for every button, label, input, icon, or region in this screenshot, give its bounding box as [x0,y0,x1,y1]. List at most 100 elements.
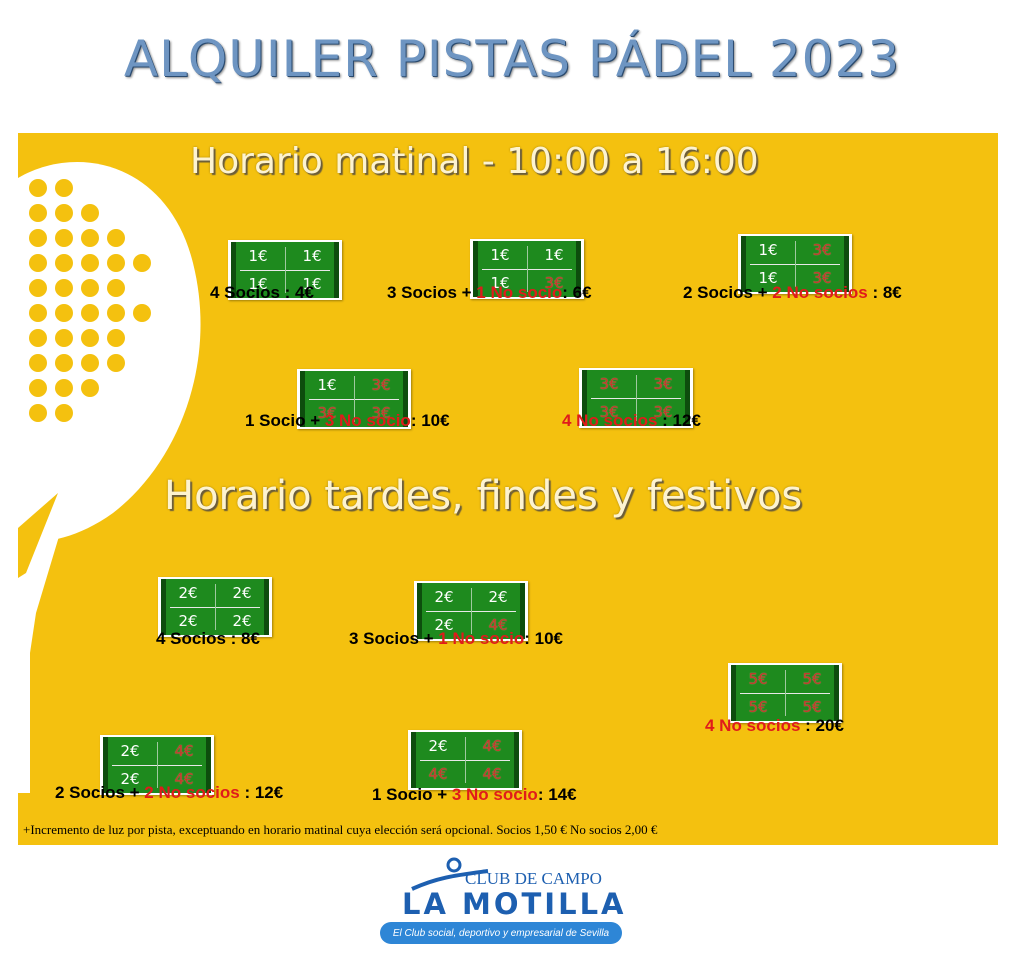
socios-label: 4 Socios [156,629,226,648]
court-price-cell: 1€ [544,246,564,264]
plus-sign: + [432,785,452,804]
court-price-cell: 4€ [482,737,502,755]
total-price: : 10€ [524,629,564,648]
court-price-cell: 5€ [802,670,822,688]
total-price: : 12€ [239,783,284,802]
page-title: ALQUILER PISTAS PÁDEL 2023 [123,30,901,88]
court-diagram: 2€ 2€ 2€ 2€ [158,577,272,637]
court-price-cell: 4€ [488,616,508,634]
section-title-morning: Horario matinal - 10:00 a 16:00 [190,141,759,182]
court-price-cell: 2€ [120,770,140,788]
socios-label: 2 Socios [683,283,753,302]
plus-sign: + [456,283,477,302]
court-price-cell: 2€ [428,737,448,755]
no-socios-label: 2 No socios [772,283,868,302]
total-price: : 20€ [800,716,844,735]
club-logo: CLUB DE CAMPO LA MOTILLA El Club social,… [380,855,640,955]
section-title-afternoon: Horario tardes, findes y festivos [164,473,803,519]
court-price-cell: 1€ [490,274,510,292]
no-socios-label: 4 No socios [562,411,658,430]
total-price: : 6€ [562,283,592,302]
total-price: : 4€ [279,283,314,302]
court-price-cell: 3€ [371,376,391,394]
no-socios-label: 2 No socios [144,783,240,802]
player-figure-icon [411,857,489,891]
price-caption: 2 Socios + 2 No socios : 12€ [55,783,283,803]
court-price-cell: 5€ [802,698,822,716]
court-price-cell: 4€ [174,742,194,760]
court-price-cell: 3€ [599,403,619,421]
court-diagram: 2€ 4€ 4€ 4€ [408,730,522,790]
court-price-cell: 3€ [371,404,391,422]
plus-sign: + [305,411,325,430]
court-diagram: 5€ 5€ 5€ 5€ [728,663,842,723]
court-price-cell: 1€ [302,275,322,293]
no-socios-label: 1 No socio [438,629,525,648]
no-socios-label: 3 No socio [451,785,538,804]
court-price-cell: 1€ [248,247,268,265]
court-diagram: 1€ 3€ 3€ 3€ [297,369,411,429]
court-price-cell: 1€ [758,269,778,287]
footnote: +Incremento de luz por pista, exceptuand… [23,822,658,837]
court-price-cell: 3€ [653,403,673,421]
socios-label: 1 Socio [245,411,306,430]
price-caption: 3 Socios + 1 No socio: 10€ [349,629,563,649]
court-price-cell: 1€ [758,241,778,259]
court-price-cell: 5€ [748,670,768,688]
price-caption: 4 No socios : 20€ [705,716,844,736]
price-caption: 1 Socio + 3 No socio: 10€ [245,411,450,431]
price-caption: 4 Socios : 8€ [156,629,260,649]
court-price-cell: 4€ [428,765,448,783]
price-caption: 1 Socio + 3 No socio: 14€ [372,785,577,805]
no-socios-label: 1 No socio [476,283,563,302]
socios-label: 3 Socios [387,283,457,302]
court-diagram: 1€ 3€ 1€ 3€ [738,234,852,294]
court-price-cell: 2€ [178,612,198,630]
total-price: : 8€ [867,283,902,302]
court-price-cell: 1€ [490,246,510,264]
total-price: : 10€ [410,411,450,430]
no-socios-label: 3 No socio [324,411,411,430]
court-price-cell: 2€ [120,742,140,760]
court-price-cell: 2€ [178,584,198,602]
court-price-cell: 2€ [434,616,454,634]
price-caption: 4 Socios : 4€ [210,283,314,303]
court-price-cell: 1€ [302,247,322,265]
court-price-cell: 3€ [317,404,337,422]
court-price-cell: 4€ [174,770,194,788]
court-price-cell: 5€ [748,698,768,716]
court-diagram: 1€ 1€ 1€ 1€ [228,240,342,300]
court-price-cell: 4€ [482,765,502,783]
plus-sign: + [418,629,439,648]
court-price-cell: 3€ [599,375,619,393]
pricing-panel: Horario matinal - 10:00 a 16:00 Horario … [18,133,998,845]
court-diagram: 3€ 3€ 3€ 3€ [579,368,693,428]
court-price-cell: 3€ [544,274,564,292]
court-price-cell: 3€ [812,241,832,259]
padel-racket-icon [18,162,201,793]
price-caption: 3 Socios + 1 No socio: 6€ [387,283,592,303]
court-price-cell: 3€ [653,375,673,393]
price-caption: 2 Socios + 2 No socios : 8€ [683,283,902,303]
total-price: : 12€ [657,411,701,430]
socios-label: 1 Socio [372,785,433,804]
total-price: : 14€ [537,785,577,804]
logo-club-text: CLUB DE CAMPO [465,869,602,888]
court-diagram: 2€ 4€ 2€ 4€ [100,735,214,795]
plus-sign: + [124,783,145,802]
court-price-cell: 1€ [248,275,268,293]
court-price-cell: 2€ [434,588,454,606]
socios-label: 2 Socios [55,783,125,802]
court-diagram: 2€ 2€ 2€ 4€ [414,581,528,641]
court-price-cell: 2€ [488,588,508,606]
court-price-cell: 3€ [812,269,832,287]
total-price: : 8€ [225,629,260,648]
court-price-cell: 1€ [317,376,337,394]
logo-tagline: El Club social, deportivo y empresarial … [380,922,622,944]
court-price-cell: 2€ [232,612,252,630]
socios-label: 3 Socios [349,629,419,648]
price-caption: 4 No socios : 12€ [562,411,701,431]
plus-sign: + [752,283,773,302]
logo-name-text: LA MOTILLA [402,887,627,921]
court-price-cell: 2€ [232,584,252,602]
